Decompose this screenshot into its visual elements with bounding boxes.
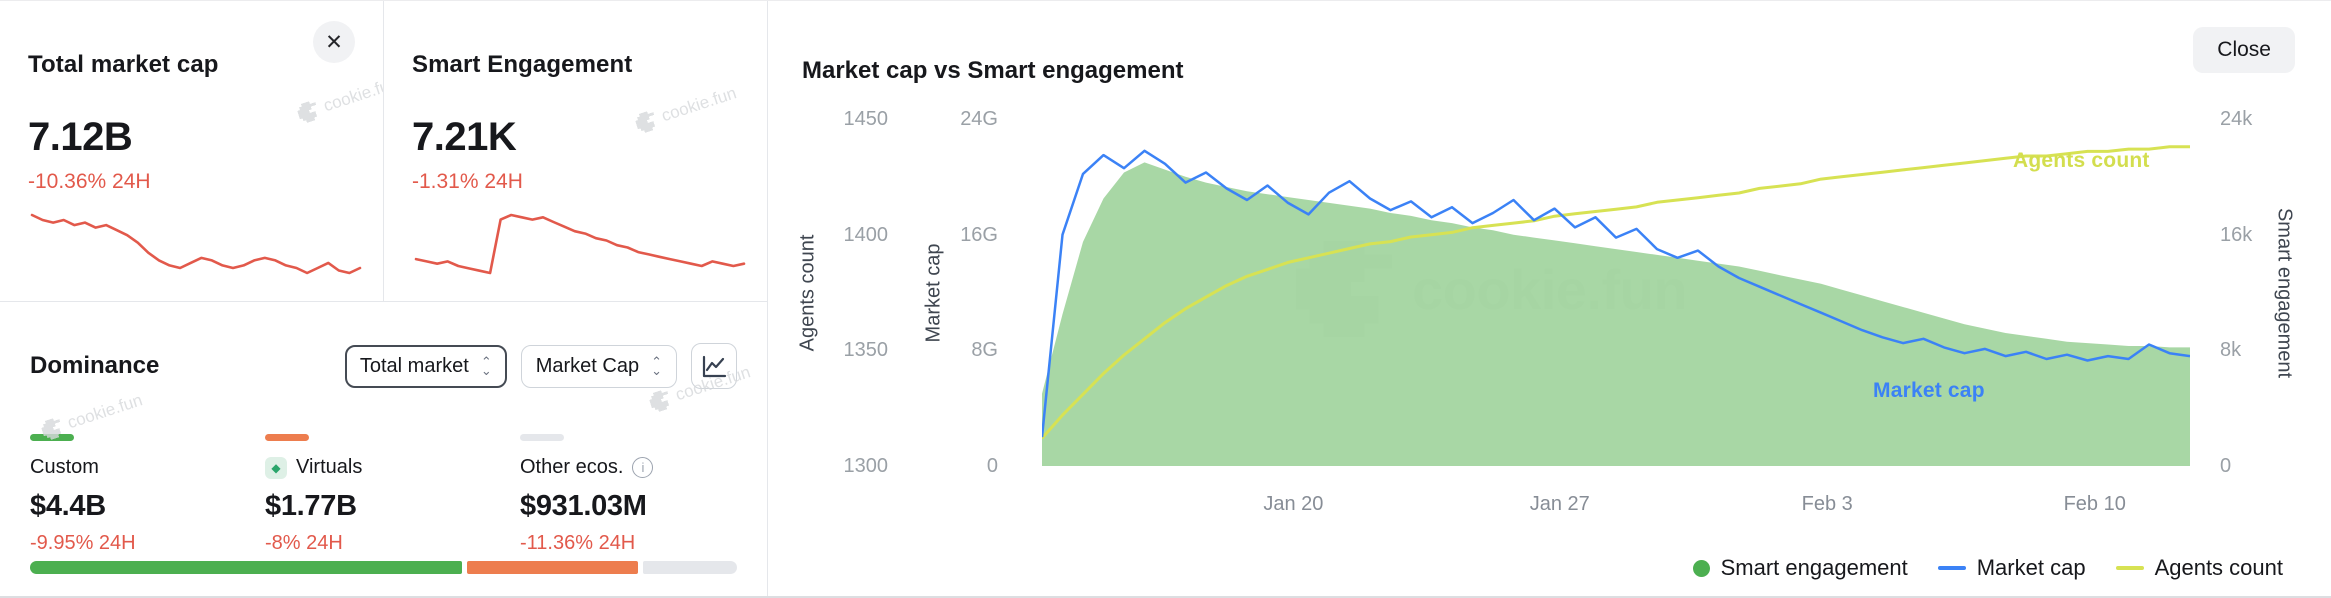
smart-engagement-card: Smart Engagement 7.21K -1.31% 24H cookie… bbox=[384, 1, 768, 301]
virtuals-value: $1.77B bbox=[265, 490, 357, 522]
agents-count-series-label: Agents count bbox=[2013, 149, 2150, 172]
other-ecos-change: -11.36% 24H bbox=[520, 532, 636, 554]
y-tick: 8k bbox=[2220, 339, 2242, 361]
legend-line-icon bbox=[2115, 565, 2144, 571]
left-column: Total market cap ✕ 7.12B -10.36% 24H coo… bbox=[0, 1, 768, 596]
legend-line-icon bbox=[1937, 565, 1966, 571]
dominance-title: Dominance bbox=[30, 352, 160, 379]
virtuals-logo-icon: ◆ bbox=[265, 456, 287, 479]
chevron-updown-icon: ⌃ ⌄ bbox=[651, 354, 662, 378]
y-tick: 1350 bbox=[843, 339, 889, 361]
legend-market-cap[interactable]: Market cap bbox=[1937, 555, 2086, 581]
market-cap-sparkline bbox=[30, 213, 362, 275]
color-strip bbox=[30, 434, 74, 441]
dominance-bar-segment bbox=[30, 561, 463, 574]
chart-legend: Smart engagement Market cap Agents count bbox=[1692, 555, 2283, 581]
agents-axis-title: Agents count bbox=[796, 234, 819, 352]
x-axis-tick: Feb 10 bbox=[2063, 493, 2126, 515]
custom-value: $4.4B bbox=[30, 490, 106, 522]
smart-engagement-change: -1.31% 24H bbox=[412, 170, 523, 193]
dominance-stacked-bar bbox=[30, 561, 737, 574]
dominance-columns: Custom $4.4B -9.95% 24H ◆ Virtuals $1.77… bbox=[30, 434, 737, 555]
total-market-cap-card: Total market cap ✕ 7.12B -10.36% 24H coo… bbox=[0, 1, 384, 301]
dominance-bar-segment bbox=[642, 561, 737, 574]
color-strip bbox=[520, 434, 564, 441]
legend-smart-engagement[interactable]: Smart engagement bbox=[1692, 555, 1908, 581]
y-tick: 0 bbox=[986, 455, 998, 477]
dominance-item-custom: Custom $4.4B -9.95% 24H bbox=[30, 434, 265, 555]
y-tick: 16G bbox=[960, 224, 998, 246]
stat-cards-row: Total market cap ✕ 7.12B -10.36% 24H coo… bbox=[0, 1, 768, 302]
virtuals-change: -8% 24H bbox=[265, 532, 343, 554]
info-icon[interactable]: i bbox=[632, 457, 654, 478]
y-tick: 8G bbox=[971, 339, 998, 361]
market-cap-axis-title: Market cap bbox=[922, 243, 945, 343]
close-card-icon[interactable]: ✕ bbox=[313, 21, 355, 63]
chart-title: Market cap vs Smart engagement bbox=[802, 57, 1184, 84]
total-market-cap-title: Total market cap bbox=[28, 51, 219, 78]
smart-engagement-value: 7.21K bbox=[412, 115, 517, 159]
x-axis-tick: Jan 27 bbox=[1529, 493, 1590, 515]
y-tick: 16k bbox=[2220, 224, 2253, 246]
legend-dot-icon bbox=[1692, 559, 1710, 577]
chart-view-toggle-button[interactable] bbox=[691, 343, 737, 389]
color-strip bbox=[265, 434, 309, 441]
x-axis-tick: Feb 3 bbox=[1801, 493, 1853, 515]
dominance-section: Dominance Total market ⌃ ⌄ Market Cap ⌃ ⌄ bbox=[0, 302, 768, 596]
y-tick: 1300 bbox=[843, 455, 889, 477]
dominance-item-other: Other ecos. i $931.03M -11.36% 24H bbox=[520, 434, 737, 555]
chevron-updown-icon: ⌃ ⌄ bbox=[480, 354, 492, 378]
dominance-item-virtuals: ◆ Virtuals $1.77B -8% 24H bbox=[265, 434, 520, 555]
y-tick: 0 bbox=[2220, 455, 2232, 477]
y-tick: 1450 bbox=[843, 108, 889, 130]
y-tick: 1400 bbox=[843, 224, 889, 246]
dominance-bar-segment bbox=[467, 561, 638, 574]
dominance-scope-select[interactable]: Total market ⌃ ⌄ bbox=[344, 344, 507, 388]
custom-change: -9.95% 24H bbox=[30, 532, 136, 554]
market-engagement-chart[interactable] bbox=[1042, 119, 2190, 466]
total-market-cap-change: -10.36% 24H bbox=[28, 170, 151, 193]
legend-agents-count[interactable]: Agents count bbox=[2115, 555, 2283, 581]
total-market-cap-value: 7.12B bbox=[28, 115, 133, 159]
line-chart-icon bbox=[702, 355, 727, 378]
y-tick: 24k bbox=[2220, 108, 2253, 130]
engagement-sparkline bbox=[414, 213, 746, 275]
close-chart-button[interactable]: Close bbox=[2193, 27, 2295, 73]
market-cap-series-label: Market cap bbox=[1873, 379, 1985, 402]
x-axis-tick: Jan 20 bbox=[1263, 493, 1324, 515]
chart-panel: Market cap vs Smart engagement Close Age… bbox=[768, 1, 2331, 596]
dominance-metric-select[interactable]: Market Cap ⌃ ⌄ bbox=[520, 344, 677, 388]
other-ecos-value: $931.03M bbox=[520, 490, 647, 522]
smart-engagement-title: Smart Engagement bbox=[412, 51, 633, 78]
y-tick: 24G bbox=[960, 108, 998, 130]
